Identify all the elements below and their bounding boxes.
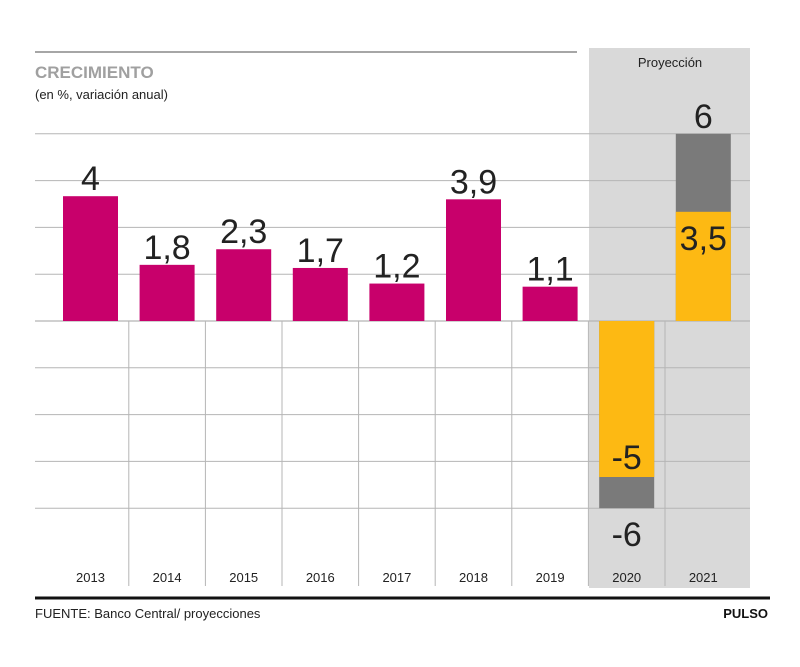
chart-subtitle: (en %, variación anual): [35, 87, 168, 102]
x-tick-label: 2016: [306, 570, 335, 585]
x-tick-label: 2018: [459, 570, 488, 585]
x-tick-label: 2013: [76, 570, 105, 585]
bar-actual: [216, 249, 272, 321]
x-axis-labels: 2013 2014 2015 2016 2017 2018 2019 2020 2021: [76, 570, 718, 585]
bar-actual: [292, 267, 348, 321]
value-labels: 4 1,8 2,3 1,7 1,2 3,9 1,1 -6 -5 6 3,5: [81, 98, 727, 554]
data-label: 1,2: [373, 248, 420, 286]
x-tick-label: 2017: [382, 570, 411, 585]
x-tick-label: 2014: [153, 570, 182, 585]
x-tick-label: 2015: [229, 570, 258, 585]
data-label: 1,7: [297, 232, 344, 270]
bar-actual: [63, 196, 118, 321]
x-tick-label: 2021: [689, 570, 718, 585]
data-label: 3,9: [450, 163, 497, 201]
data-label-central: -5: [612, 439, 642, 477]
x-tick-label: 2019: [536, 570, 565, 585]
bar-projection-central: [675, 211, 731, 321]
data-label: 2,3: [220, 213, 267, 251]
bar-actual: [446, 199, 501, 321]
brand-logo: PULSO: [723, 606, 768, 621]
bar-actual: [139, 264, 195, 321]
x-tick-label: 2020: [612, 570, 641, 585]
projection-label: Proyección: [638, 55, 702, 70]
bars: [63, 133, 731, 509]
data-label: 1,8: [143, 229, 190, 267]
data-label: 1,1: [526, 251, 573, 289]
bar-actual: [369, 283, 425, 321]
bar-projection-central: [599, 321, 655, 477]
data-label-central: 3,5: [680, 220, 727, 258]
bar-actual: [522, 286, 578, 321]
data-label-range: 6: [694, 98, 713, 136]
data-label-range: -6: [612, 516, 642, 554]
data-label: 4: [81, 160, 100, 198]
chart-title: CRECIMIENTO: [35, 63, 154, 82]
source-note: FUENTE: Banco Central/ proyecciones: [35, 606, 261, 621]
